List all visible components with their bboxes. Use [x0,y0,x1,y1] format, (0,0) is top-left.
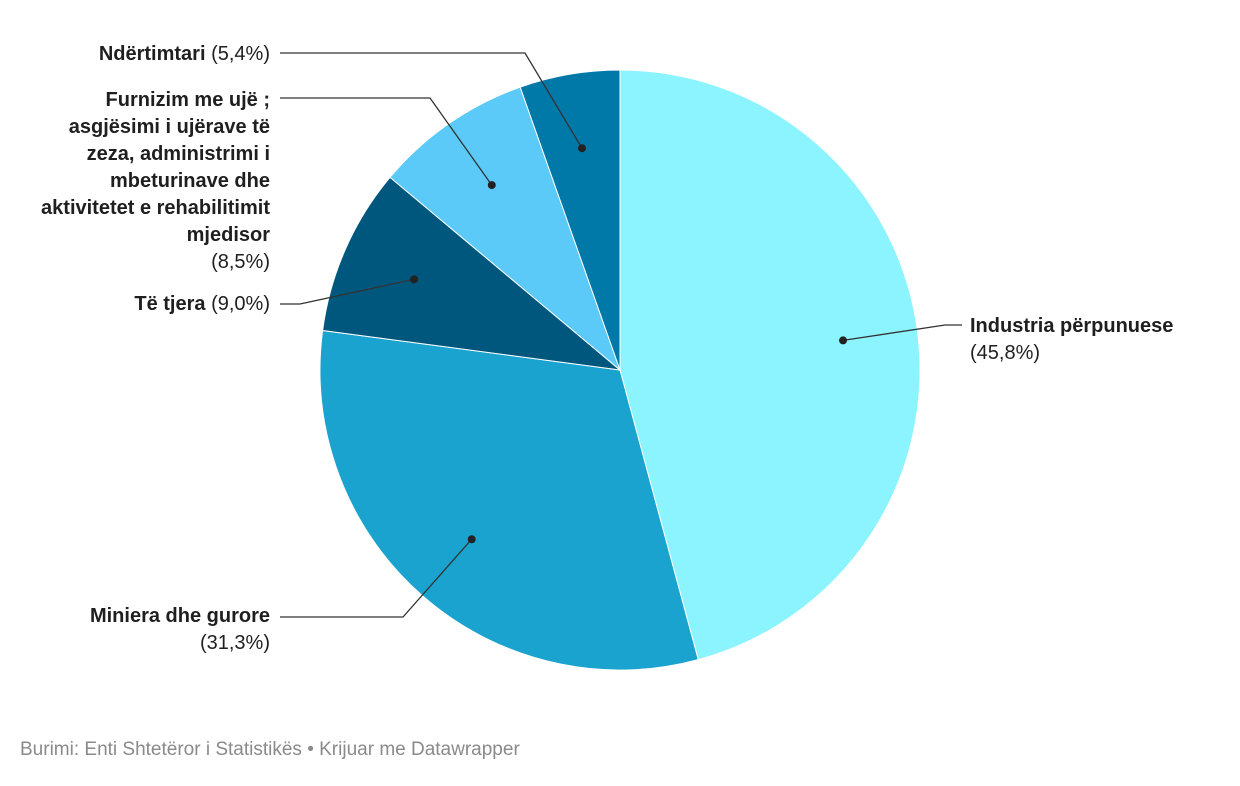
label-furnizim: Furnizim me ujë ; asgjësimi i ujërave të… [41,89,270,273]
pie-slices [319,69,921,671]
label-miniera: Miniera dhe gurore (31,3%) [89,605,270,654]
label-ndertimtari: Ndërtimtari (5,4%) [98,43,270,65]
leader-line-te-tjera [280,278,415,305]
pie-slice-ndertimtari [519,69,621,371]
label-industria: Industria përpunuese (45,8%) [970,315,1174,364]
leader-dot-ndertimtari [578,144,587,153]
leader-line-ndertimtari [280,52,583,149]
label-te-tjera: Të tjera (9,0%) [134,293,270,315]
leader-dot-furnizim [487,181,496,190]
leader-dot-te-tjera [410,275,419,284]
leader-lines [280,52,962,618]
source-note: Burimi: Enti Shtetëror i Statistikës • K… [20,739,520,760]
leader-line-industria [842,324,962,342]
pie-slice-industria [619,69,921,661]
leader-dot-miniera [467,535,476,544]
pie-slice-te-tjera [322,176,622,371]
leader-dot-industria [839,336,848,345]
pie-slice-furnizim [389,86,622,372]
leader-line-miniera [280,538,473,618]
leader-line-furnizim [280,97,493,186]
